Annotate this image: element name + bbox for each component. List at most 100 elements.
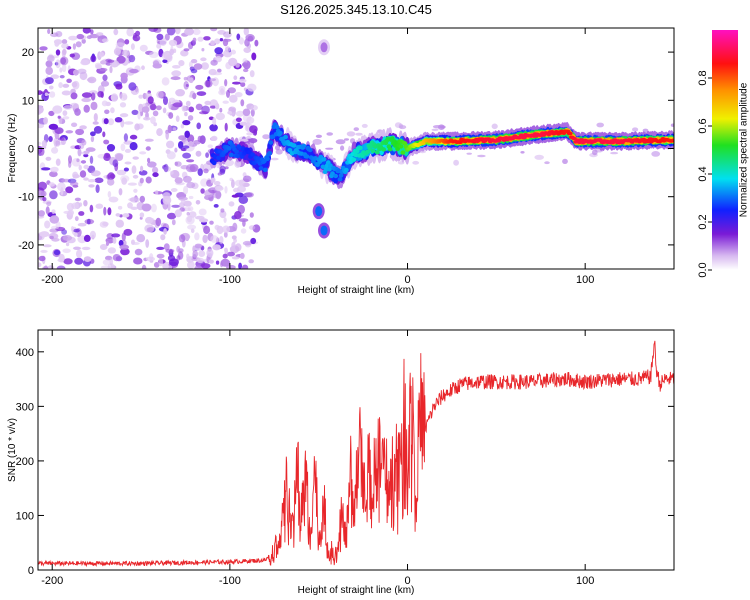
noise-speckle	[83, 150, 90, 154]
noise-speckle	[74, 108, 81, 116]
noise-speckle	[188, 141, 194, 147]
noise-speckle	[70, 226, 75, 232]
noise-speckle	[155, 217, 162, 227]
noise-speckle	[126, 28, 134, 37]
ridge-cell	[239, 154, 245, 159]
noise-speckle	[107, 247, 117, 254]
noise-speckle	[224, 79, 228, 87]
noise-speckle	[171, 70, 182, 77]
noise-speckle	[312, 138, 323, 145]
noise-speckle	[117, 205, 123, 210]
noise-speckle	[56, 265, 66, 269]
noise-speckle	[178, 234, 186, 243]
noise-speckle	[222, 225, 231, 233]
noise-speckle	[197, 135, 203, 143]
noise-speckle	[119, 244, 129, 250]
noise-speckle	[651, 151, 661, 157]
noise-speckle	[38, 262, 42, 268]
noise-speckle	[103, 118, 109, 125]
snr-xlabel: Height of straight line (km)	[298, 585, 415, 596]
noise-speckle	[81, 97, 92, 103]
noise-speckle	[135, 30, 141, 36]
noise-speckle	[187, 261, 195, 269]
noise-speckle	[190, 68, 198, 74]
noise-speckle	[62, 116, 70, 120]
noise-speckles	[38, 28, 674, 269]
noise-speckle	[168, 101, 172, 110]
noise-speckle	[562, 158, 568, 164]
noise-speckle	[248, 259, 254, 264]
noise-speckle	[53, 39, 63, 45]
ridge-cell	[270, 134, 276, 139]
noise-speckle	[45, 156, 52, 161]
snr-line	[38, 340, 674, 568]
noise-speckle	[242, 175, 252, 183]
noise-speckle	[228, 57, 238, 67]
noise-speckle	[178, 141, 184, 149]
noise-speckle	[207, 144, 213, 148]
noise-speckle	[240, 228, 247, 234]
noise-speckle	[161, 51, 171, 61]
noise-speckle	[94, 177, 104, 184]
noise-speckle	[168, 258, 179, 267]
noise-speckle	[174, 161, 182, 167]
noise-speckle	[225, 46, 231, 53]
noise-speckle	[224, 247, 228, 253]
noise-speckle	[60, 186, 64, 196]
noise-speckle	[592, 149, 598, 156]
noise-speckle	[544, 161, 550, 165]
ridge-cell	[304, 154, 310, 159]
noise-speckle	[215, 186, 224, 191]
ridge-cell	[328, 163, 333, 168]
noise-speckle	[209, 220, 214, 225]
noise-speckle	[102, 259, 111, 266]
ridge-cell	[344, 167, 349, 173]
noise-speckle	[161, 77, 170, 86]
noise-speckle	[102, 74, 108, 82]
noise-speckle	[152, 172, 159, 178]
noise-speckle	[93, 125, 103, 134]
noise-speckle	[120, 72, 128, 80]
ridge-cell	[381, 147, 387, 152]
noise-speckle	[100, 60, 107, 65]
noise-speckle	[45, 66, 53, 76]
ridge-cell	[250, 152, 256, 157]
noise-speckle	[355, 132, 363, 136]
ridge-cell	[496, 139, 502, 143]
noise-speckle	[219, 38, 224, 42]
noise-speckle	[139, 177, 144, 184]
noise-speckle	[62, 235, 73, 241]
noise-speckle	[38, 123, 44, 129]
noise-speckle	[107, 118, 115, 126]
noise-speckle	[73, 69, 79, 76]
ridge-cell	[330, 171, 335, 176]
noise-speckle	[119, 113, 129, 118]
noise-speckle	[40, 190, 47, 197]
noise-speckle	[47, 28, 51, 34]
noise-speckle	[670, 123, 674, 127]
noise-speckle	[182, 152, 192, 159]
noise-speckle	[147, 157, 151, 163]
noise-speckle	[210, 59, 218, 66]
noise-speckle	[83, 153, 89, 158]
noise-speckle	[58, 253, 65, 263]
colorbar-label: Normalized spectral amplitude	[739, 82, 750, 217]
noise-speckle	[165, 131, 169, 140]
noise-speckle	[180, 123, 185, 129]
noise-speckle	[143, 116, 151, 121]
noise-speckle	[39, 231, 50, 238]
noise-speckle	[130, 43, 135, 50]
ridge-cell	[226, 146, 232, 151]
noise-speckle	[243, 68, 249, 73]
noise-speckle	[68, 155, 72, 164]
noise-speckle	[103, 139, 110, 145]
noise-speckle	[93, 113, 98, 122]
noise-speckle	[50, 32, 59, 38]
noise-speckle	[195, 150, 202, 157]
noise-speckle	[81, 246, 91, 251]
spec-xtick-label: 0	[404, 274, 410, 286]
ridge-cell	[234, 149, 240, 154]
noise-speckle	[140, 165, 144, 172]
